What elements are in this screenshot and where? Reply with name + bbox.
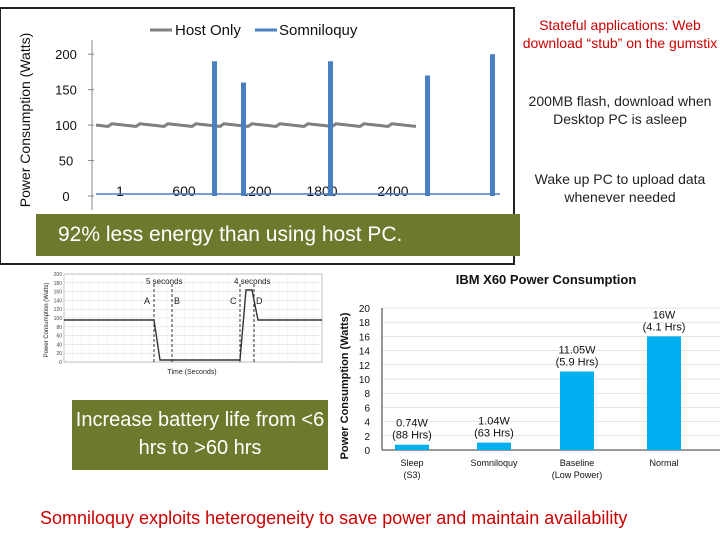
bar-value-label: 1.04W: [478, 416, 510, 428]
annotation-c: C: [230, 296, 237, 306]
bar-ytick-label: 12: [359, 361, 371, 372]
bar-value-label: 16W: [653, 309, 676, 321]
energy-banner: 92% less energy than using host PC.: [36, 214, 520, 256]
transition-trace: [64, 289, 322, 361]
bar-hours-label: (5.9 Hrs): [556, 357, 599, 369]
top-ytick-label: 200: [55, 47, 77, 62]
bar-ytick-label: 6: [364, 403, 370, 414]
transition-xlabel: Time (Seconds): [167, 369, 216, 376]
wake-note: Wake up PC to upload data whenever neede…: [534, 171, 706, 205]
small-ytick-label: 200: [54, 272, 63, 278]
bar-category-label-line2: (Low Power): [552, 470, 603, 480]
small-ytick-label: 60: [56, 334, 62, 340]
ibm-x60-chart: IBM X60 Power Consumption Power Consumpt…: [339, 272, 720, 480]
legend-somni-label: Somniloquy: [279, 22, 358, 39]
small-ytick-label: 20: [56, 351, 62, 357]
legend-host-label: Host Only: [175, 22, 241, 39]
small-ytick-label: 80: [56, 325, 62, 331]
top-xtick-label: 1200: [240, 183, 271, 199]
somniloquy-spike: [212, 61, 217, 196]
top-ytick-label: 50: [59, 154, 73, 169]
small-ytick-label: 100: [54, 316, 63, 322]
bar-2: [560, 371, 594, 450]
bar-ytick-label: 2: [364, 432, 370, 443]
top-xtick-label: 1: [116, 183, 124, 199]
somniloquy-spike: [425, 75, 430, 196]
small-ytick-label: 40: [56, 342, 62, 348]
bar-ytick-label: 4: [364, 418, 370, 429]
transition-ylabel: Power Consumption (Watts): [44, 283, 50, 358]
somniloquy-spike: [241, 82, 246, 196]
bar-value-label: 11.05W: [558, 345, 596, 357]
top-ytick-label: 0: [62, 189, 69, 204]
stateful-note: Stateful applications: Web download “stu…: [522, 17, 718, 51]
transition-chart: 0 20 40 60 80 100 120 140 160 180 200 5 seconds 4 …: [44, 272, 323, 376]
small-ytick-label: 120: [54, 307, 63, 313]
small-ytick-label: 160: [54, 290, 63, 296]
annotation-4-seconds: 4 seconds: [234, 277, 270, 286]
bar-value-label: 0.74W: [396, 418, 428, 430]
top-xtick-label: 1800: [306, 183, 337, 199]
small-ytick-label: 0: [59, 360, 62, 366]
bar-0: [395, 444, 429, 450]
bar-ytick-label: 16: [359, 332, 371, 343]
bar-hours-label: (4.1 Hrs): [643, 321, 686, 333]
bar-category-label: Baseline: [560, 458, 595, 468]
bar-ytick-label: 20: [359, 304, 371, 315]
top-xtick-label: 2400: [377, 183, 408, 199]
bar-1: [477, 442, 511, 450]
bar-hours-label: (88 Hrs): [392, 430, 432, 442]
somniloquy-spike: [328, 61, 333, 196]
somniloquy-spike: [490, 54, 495, 196]
battery-banner: Increase battery life from <6 hrs to >60…: [72, 400, 328, 470]
footer-caption: Somniloquy exploits heterogeneity to sav…: [40, 508, 628, 528]
bar-category-label-line2: (S3): [403, 470, 420, 480]
top-xtick-label: 600: [172, 183, 196, 199]
small-ytick-label: 140: [54, 298, 63, 304]
bar-ytick-label: 8: [364, 389, 370, 400]
bar-category-label: Normal: [649, 458, 678, 468]
annotation-a: A: [144, 296, 150, 306]
top-legend: Host Only Somniloquy: [150, 22, 358, 39]
bar-ytick-label: 18: [359, 318, 371, 329]
flash-note: 200MB flash, download when Desktop PC is…: [528, 93, 712, 127]
bar-3: [647, 336, 681, 450]
bar-category-label: Sleep: [400, 458, 423, 468]
bar-category-label: Somniloquy: [470, 458, 518, 468]
bar-ytick-label: 14: [359, 347, 371, 358]
bar-hours-label: (63 Hrs): [474, 428, 514, 440]
small-ytick-label: 180: [54, 281, 63, 287]
bar-ytick-label: 10: [359, 375, 371, 386]
annotation-b: B: [174, 296, 180, 306]
bar-chart-title: IBM X60 Power Consumption: [456, 272, 637, 287]
series-host-only: [95, 122, 417, 128]
top-ylabel: Power Consumption (Watts): [17, 33, 33, 208]
top-ytick-label: 150: [55, 83, 77, 98]
annotation-d: D: [256, 296, 263, 306]
bar-chart-ylabel: Power Consumption (Watts): [339, 312, 351, 459]
annotation-5-seconds: 5 seconds: [146, 277, 182, 286]
top-ytick-label: 100: [55, 118, 77, 133]
bar-ytick-label: 0: [364, 446, 370, 457]
